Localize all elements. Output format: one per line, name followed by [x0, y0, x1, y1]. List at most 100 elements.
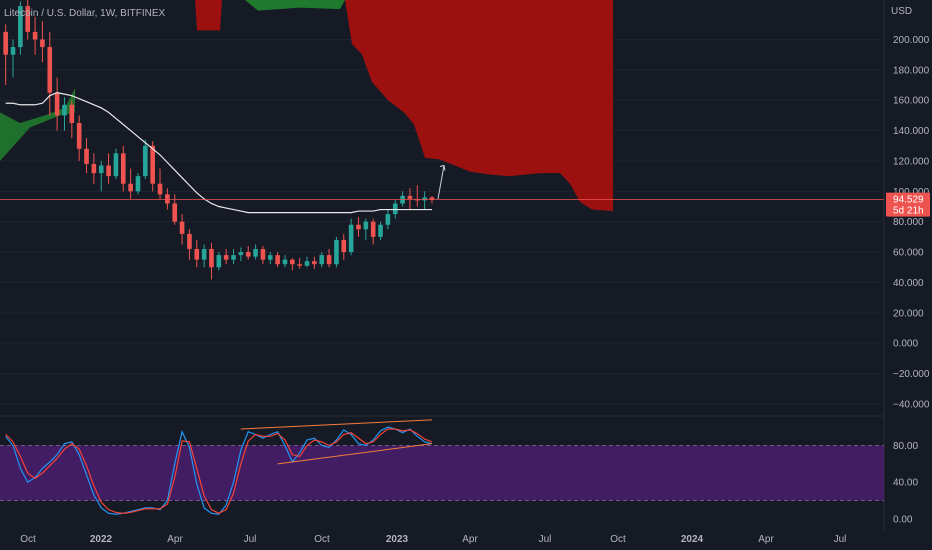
candle-body — [378, 224, 383, 237]
candle-body — [143, 145, 148, 177]
price-tick-label: 80.000 — [893, 217, 924, 228]
projection-arrow — [437, 164, 446, 200]
time-tick-label: Oct — [20, 534, 36, 545]
candle-body — [267, 255, 273, 260]
price-tick-label: 180.000 — [893, 65, 930, 76]
time-tick-label: Jul — [834, 534, 847, 545]
price-tick-label: −20.000 — [893, 369, 930, 380]
candle-body — [32, 31, 38, 40]
candle-body — [84, 148, 89, 164]
time-tick-label: Apr — [167, 534, 183, 545]
candle-body — [128, 183, 133, 192]
last-price-label: 94.529 — [893, 195, 924, 206]
candle-body — [253, 249, 258, 257]
candle-body — [18, 6, 23, 48]
candle-body — [3, 31, 8, 55]
candle-body — [297, 264, 302, 266]
time-tick-label: Jul — [539, 534, 552, 545]
candle-body — [98, 165, 104, 174]
candle-body — [62, 104, 67, 116]
currency-label: USD — [891, 6, 912, 17]
bullish-cloud — [245, 0, 345, 11]
candle-body — [69, 104, 75, 123]
candle-body — [157, 183, 163, 195]
candle-body — [238, 252, 244, 256]
time-tick-label: Apr — [462, 534, 478, 545]
time-tick-label: Oct — [314, 534, 330, 545]
candle-body — [385, 214, 391, 225]
time-axis: Oct 2022 Apr Jul Oct 2023 Apr Jul Oct 2024 Apr Jul — [20, 534, 846, 545]
candle-body — [187, 233, 192, 250]
stochastic-band — [0, 445, 884, 501]
price-tick-label: 160.000 — [893, 96, 930, 107]
candle-body — [422, 197, 427, 201]
price-tick-label: 100.000 — [893, 187, 930, 198]
price-tick-label: 20.000 — [893, 308, 924, 319]
stochastic-tick-label: 0.00 — [893, 514, 913, 525]
candle-body — [429, 197, 435, 200]
moving-average-line — [5, 92, 432, 214]
time-tick-label: 2023 — [386, 534, 409, 545]
candle-body — [312, 261, 317, 265]
last-price-box — [886, 192, 930, 217]
candle-body — [260, 249, 266, 260]
candle-body — [106, 165, 111, 177]
candle-body — [54, 92, 60, 116]
candle-body — [334, 239, 339, 265]
candle-body — [135, 176, 141, 192]
candle-body — [341, 239, 347, 253]
stochastic-d-line — [5, 428, 433, 515]
candle-body — [10, 47, 16, 55]
candle-body — [319, 255, 325, 265]
candle-body — [392, 203, 398, 215]
candle-body — [370, 221, 376, 237]
candle-body — [245, 252, 251, 257]
candle-body — [25, 6, 31, 32]
price-tick-label: 40.000 — [893, 278, 924, 289]
price-tick-label: 120.000 — [893, 156, 930, 167]
price-tick-label: 200.000 — [893, 35, 930, 46]
price-tick-label: 140.000 — [893, 126, 930, 137]
candle-body — [356, 224, 361, 230]
arrow-shaft — [437, 165, 445, 200]
candle-body — [201, 249, 207, 260]
candle-body — [47, 47, 53, 93]
candle-body — [290, 259, 295, 265]
time-tick-label: Jul — [244, 534, 257, 545]
candles[interactable] — [3, 0, 435, 280]
candle-body — [209, 249, 214, 268]
candle-body — [326, 255, 332, 265]
candle-body — [120, 153, 126, 184]
candle-body — [165, 194, 170, 204]
candle-body — [275, 255, 280, 265]
candle-body — [216, 255, 222, 268]
stochastic-tick-label: 40.00 — [893, 478, 918, 489]
trendline — [277, 443, 433, 465]
price-tick-label: 0.000 — [893, 339, 918, 350]
time-tick-label: 2022 — [90, 534, 113, 545]
stochastic-pane[interactable]: 80.00 40.00 0.00 — [0, 419, 918, 525]
candle-body — [91, 164, 97, 174]
candle-body — [363, 221, 369, 230]
candle-body — [407, 195, 413, 199]
stochastic-tick-label: 80.00 — [893, 441, 918, 452]
candle-body — [304, 261, 310, 266]
ichimoku-cloud — [0, 0, 613, 212]
candle-body — [179, 221, 185, 234]
price-tick-label: −40.000 — [893, 399, 930, 410]
candle-body — [76, 123, 82, 149]
time-tick-label: 2024 — [681, 534, 704, 545]
bearish-cloud — [195, 0, 613, 212]
candle-body — [282, 259, 288, 265]
candle-body — [172, 203, 178, 222]
stochastic-k-line — [5, 426, 433, 515]
trendline — [240, 419, 432, 430]
time-tick-label: Oct — [610, 534, 626, 545]
candle-body — [231, 255, 236, 260]
arrow-head — [439, 164, 446, 171]
countdown-label: 5d 21h — [893, 206, 924, 217]
bullish-cloud — [0, 88, 75, 161]
candle-body — [223, 255, 229, 260]
chart-title: Litecoin / U.S. Dollar, 1W, BITFINEX — [4, 8, 165, 19]
